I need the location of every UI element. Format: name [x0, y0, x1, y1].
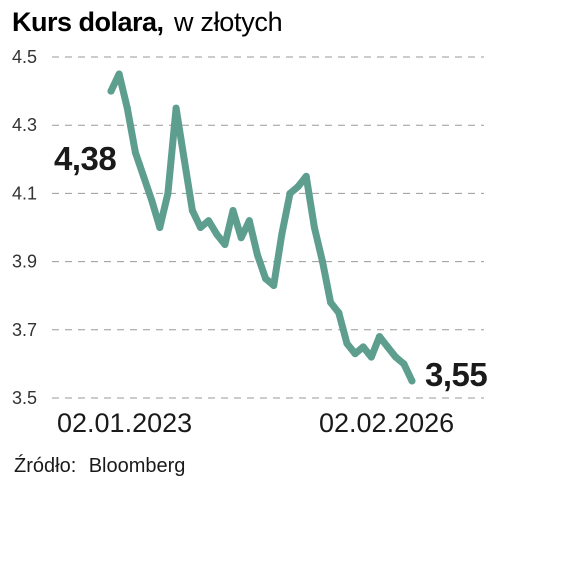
- data-point: [188, 206, 196, 214]
- y-tick-label: 3.7: [12, 320, 37, 340]
- data-point: [294, 183, 302, 191]
- data-point: [408, 377, 416, 385]
- data-point: [335, 309, 343, 317]
- data-point: [375, 333, 383, 341]
- data-point: [237, 234, 245, 242]
- data-point: [245, 217, 253, 225]
- start-value-label: 4,38: [54, 140, 116, 177]
- data-point: [327, 299, 335, 307]
- data-point: [392, 353, 400, 361]
- grid-layer: [52, 56, 484, 399]
- data-point: [262, 275, 270, 283]
- y-axis-ticks: 4.5 4.3 4.1 3.9 3.7 3.5: [12, 47, 37, 408]
- data-point: [229, 206, 237, 214]
- chart-title-line: Kurs dolara, w złotych: [12, 7, 282, 37]
- series-line: [107, 70, 416, 385]
- data-point: [302, 172, 310, 180]
- data-point: [253, 251, 261, 259]
- data-point: [286, 189, 294, 197]
- data-point: [400, 360, 408, 368]
- data-point: [310, 224, 318, 231]
- y-tick-label: 4.5: [12, 47, 37, 67]
- data-point: [172, 104, 180, 112]
- x-end-label: 02.02.2026: [319, 408, 454, 438]
- source-label: Źródło:: [14, 454, 76, 477]
- data-point: [319, 258, 327, 266]
- chart-title: Kurs dolara,: [12, 7, 164, 37]
- data-point: [213, 230, 221, 238]
- data-point: [384, 343, 392, 351]
- end-value-label: 3,55: [425, 356, 487, 393]
- y-tick-label: 3.9: [12, 252, 37, 272]
- data-point: [164, 189, 172, 197]
- data-point: [115, 70, 123, 78]
- data-point: [140, 172, 148, 180]
- data-point: [343, 339, 351, 347]
- data-point: [148, 196, 156, 204]
- data-point: [359, 343, 367, 351]
- y-tick-label: 4.1: [12, 183, 37, 203]
- data-point: [180, 155, 188, 163]
- source-name: Bloomberg: [89, 455, 186, 477]
- data-points: [107, 70, 416, 385]
- chart-subtitle: w złotych: [173, 7, 282, 37]
- data-point: [270, 281, 278, 289]
- y-tick-label: 4.3: [12, 115, 37, 135]
- y-tick-label: 3.5: [12, 388, 37, 408]
- data-point: [367, 353, 375, 361]
- data-point: [351, 350, 359, 358]
- data-point: [156, 224, 164, 231]
- data-point: [196, 224, 204, 231]
- data-point: [205, 217, 213, 225]
- data-point: [123, 104, 131, 112]
- data-point: [107, 87, 115, 95]
- source-line: Źródło: Bloomberg: [14, 454, 185, 477]
- data-point: [131, 148, 139, 156]
- x-start-label: 02.01.2023: [57, 408, 192, 438]
- data-point: [278, 230, 286, 238]
- data-point: [221, 241, 229, 249]
